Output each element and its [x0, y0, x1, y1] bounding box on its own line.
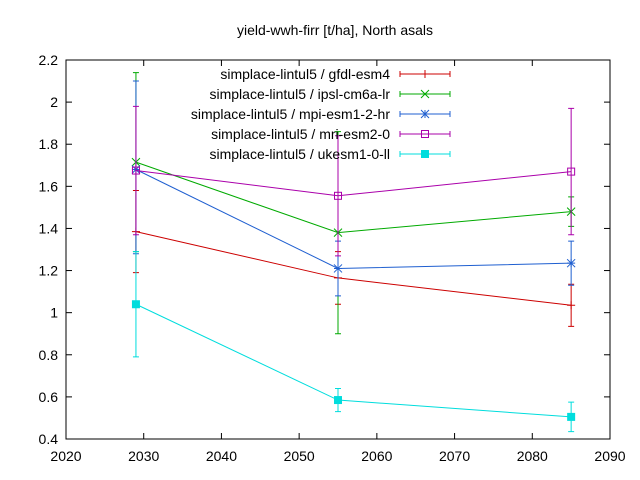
x-tick-label: 2050	[284, 448, 315, 464]
y-tick-label: 2.2	[39, 52, 59, 68]
series-line	[135, 161, 572, 234]
data-point	[131, 166, 140, 175]
error-bar	[132, 105, 139, 236]
y-tick-label: 1.4	[39, 220, 59, 236]
legend-entry: simplace-lintul5 / mpi-esm1-2-hr	[191, 106, 451, 122]
y-tick-label: 0.6	[39, 389, 59, 405]
legend-label: simplace-lintul5 / gfdl-esm4	[220, 66, 390, 82]
x-tick-label: 2070	[439, 448, 470, 464]
legend-swatch	[399, 131, 451, 137]
legend-label: simplace-lintul5 / mri-esm2-0	[211, 126, 390, 142]
x-tick-label: 2020	[50, 448, 81, 464]
legend-label: simplace-lintul5 / mpi-esm1-2-hr	[191, 106, 391, 122]
series-3	[131, 105, 576, 257]
data-point	[567, 301, 576, 310]
series-line	[135, 169, 572, 269]
series-layer	[131, 72, 576, 433]
legend-entry: simplace-lintul5 / ipsl-cm6a-lr	[210, 86, 451, 102]
legend: simplace-lintul5 / gfdl-esm4 simplace-lin…	[191, 66, 451, 162]
data-point	[333, 264, 343, 273]
x-tick-label: 2030	[128, 448, 159, 464]
chart-title: yield-wwh-firr [t/ha], North asals	[237, 22, 433, 38]
series-0	[131, 190, 576, 327]
legend-marker	[421, 70, 429, 78]
data-point	[566, 258, 576, 268]
data-point	[567, 412, 576, 421]
legend-entry: simplace-lintul5 / ukesm1-0-ll	[209, 146, 451, 162]
x-tick-label: 2040	[206, 448, 237, 464]
y-tick-label: 1	[50, 305, 58, 321]
y-tick-label: 0.4	[39, 431, 59, 447]
legend-marker	[420, 89, 430, 99]
data-point	[334, 396, 342, 405]
legend-entry: simplace-lintul5 / gfdl-esm4	[220, 66, 451, 82]
x-tick-label: 2090	[594, 448, 625, 464]
series-4	[131, 251, 576, 433]
data-point	[334, 191, 342, 200]
data-point	[131, 300, 140, 309]
legend-marker	[420, 109, 430, 119]
y-tick-label: 1.2	[39, 263, 59, 279]
plot-frame	[65, 59, 611, 440]
data-point	[567, 167, 576, 176]
y-tick-label: 2	[50, 94, 58, 110]
y-tick-label: 1.8	[39, 136, 59, 152]
y-tick-label: 0.8	[39, 347, 59, 363]
legend-marker	[421, 130, 429, 138]
series-line	[135, 170, 572, 197]
series-line	[135, 303, 572, 418]
x-tick-label: 2060	[361, 448, 392, 464]
legend-entry: simplace-lintul5 / mri-esm2-0	[211, 126, 451, 142]
error-bar	[568, 107, 575, 236]
axes: 2020 2030 2040 2050 2060 2070 2080 2090 0.4 0.6 0.…	[39, 52, 626, 464]
error-bar	[335, 135, 341, 257]
legend-marker	[421, 150, 429, 158]
x-tick-label: 2080	[517, 448, 548, 464]
y-tick-label: 1.6	[39, 178, 59, 194]
legend-label: simplace-lintul5 / ukesm1-0-ll	[209, 146, 390, 162]
legend-label: simplace-lintul5 / ipsl-cm6a-lr	[210, 86, 391, 102]
